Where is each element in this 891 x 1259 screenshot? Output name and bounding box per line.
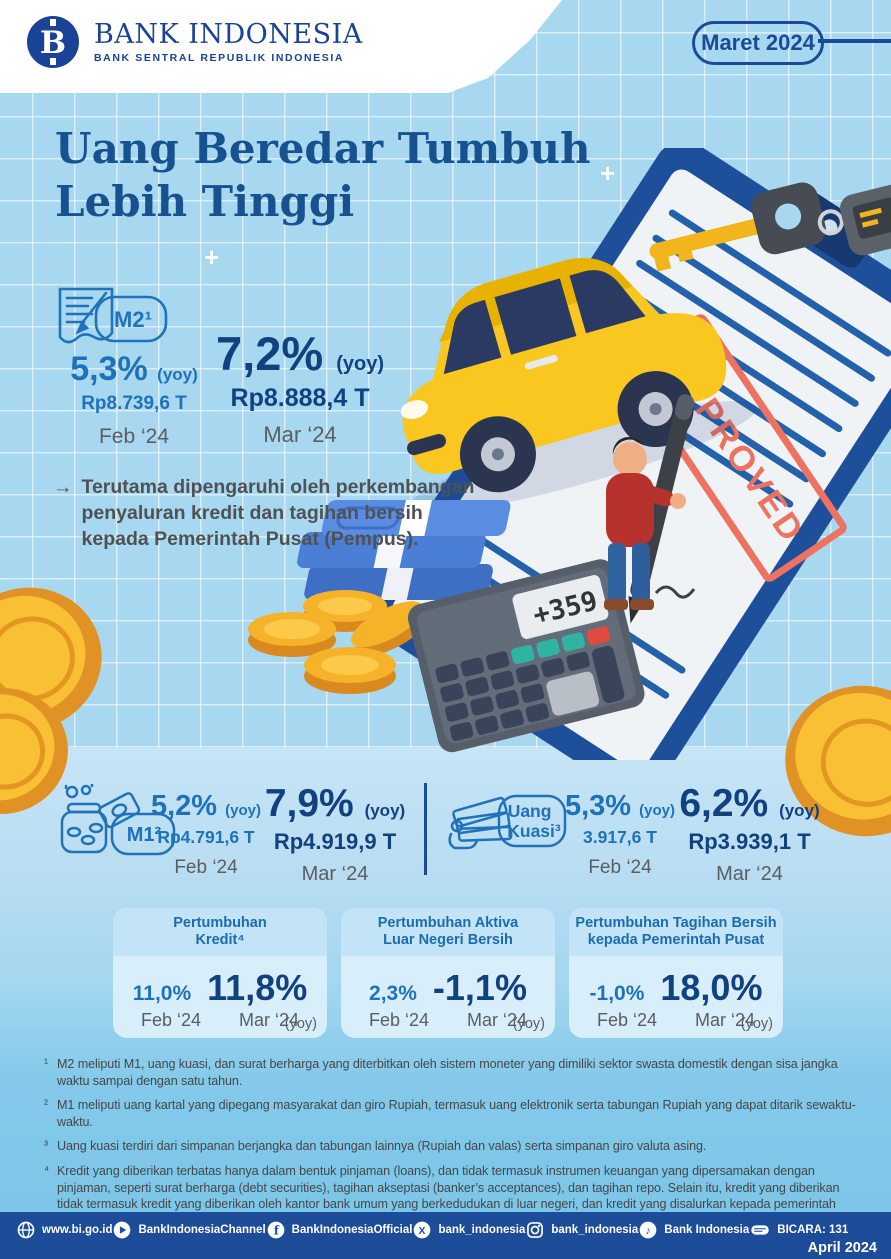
- globe-icon: [17, 1221, 35, 1239]
- uang-kuasi-label: Uang Kuasi³: [507, 801, 561, 841]
- box-feb-period: Feb ‘24: [140, 1010, 201, 1030]
- m1-feb-pct: 5,2% (yoy): [150, 790, 261, 822]
- logo-panel: [0, 0, 562, 93]
- m1-feb-stat: 5,2% (yoy) Rp4.791,6 T Feb ‘24: [146, 792, 266, 879]
- footnotes: ¹ M2 meliputi M1, uang kuasi, dan surat …: [44, 1056, 862, 1237]
- m1-mar-period: Mar ‘24: [301, 863, 369, 885]
- kuasi-mar-stat: 6,2% (yoy) Rp3.939,1 T Mar ‘24: [672, 784, 827, 886]
- box-yoy-label: (yoy): [512, 1016, 545, 1032]
- box-yoy-label: (yoy): [284, 1016, 317, 1032]
- box-feb-period: Feb ‘24: [596, 1010, 657, 1030]
- footer-bar: www.bi.go.id BankIndonesiaChannel f Bank…: [0, 1212, 891, 1259]
- box-feb-value: 11,0%: [132, 982, 192, 1005]
- box-title: Pertumbuhan Tagihan Bersih kepada Pemeri…: [569, 908, 783, 956]
- kuasi-feb-period: Feb ‘24: [588, 857, 652, 878]
- publication-date: April 2024: [807, 1240, 877, 1256]
- box-mar-value: 18,0%: [660, 967, 763, 1008]
- m2-feb-stat: 5,3% (yoy) Rp8.739,6 T Feb ‘24: [60, 352, 208, 449]
- section-divider: [424, 783, 427, 875]
- m1-mar-amount: Rp4.919,9 T: [273, 829, 397, 854]
- bank-indonesia-logo: B BANK INDONESIA BANK SENTRAL REPUBLIK I…: [26, 15, 363, 69]
- car-key-icon: [649, 178, 891, 272]
- plus-marker: +: [600, 158, 616, 188]
- svg-text:♪: ♪: [646, 1225, 651, 1237]
- box-mar-value: 11,8%: [207, 967, 308, 1008]
- m2-feb-pct: 5,3% (yoy): [70, 350, 198, 388]
- box-title: Pertumbuhan Kredit⁴: [113, 908, 327, 956]
- key-driver-note: → Terutama dipengaruhi oleh perkembangan…: [53, 474, 474, 552]
- box-yoy-label: (yoy): [740, 1016, 773, 1032]
- youtube-icon: [114, 1221, 131, 1239]
- box-feb-value: 2,3%: [369, 982, 417, 1005]
- m2-feb-period: Feb ‘24: [98, 425, 170, 448]
- m2-label: M2¹: [114, 307, 152, 332]
- bicara-icon: [751, 1225, 770, 1235]
- m1-feb-amount: Rp4.791,6 T: [157, 827, 255, 847]
- m1-feb-period: Feb ‘24: [174, 857, 238, 878]
- m1-mar-stat: 7,9% (yoy) Rp4.919,9 T Mar ‘24: [262, 784, 408, 886]
- box-feb-value: -1,0%: [589, 982, 645, 1005]
- plus-marker: +: [204, 242, 220, 272]
- gold-coins: [248, 590, 428, 694]
- footnote-2: ² M1 meliputi uang kartal yang dipegang …: [44, 1097, 856, 1129]
- footer-website-link[interactable]: www.bi.go.id: [16, 1220, 112, 1240]
- footer-bicara-contact[interactable]: BICARA: 131: [749, 1220, 848, 1240]
- signer-person: [604, 394, 696, 624]
- kuasi-feb-stat: 5,3% (yoy) 3.917,6 T Feb ‘24: [560, 792, 680, 879]
- kuasi-mar-period: Mar ‘24: [716, 863, 783, 885]
- svg-text:X: X: [419, 1226, 426, 1237]
- net-foreign-assets-box: Pertumbuhan Aktiva Luar Negeri Bersih 2,…: [341, 908, 555, 1038]
- bi-logo-icon: B: [27, 16, 79, 68]
- period-badge: Maret 2024: [692, 21, 824, 65]
- calculator-illustration: +359: [407, 559, 645, 753]
- footer-x-link[interactable]: X bank_indonesia: [412, 1220, 525, 1240]
- m1-mar-pct: 7,9% (yoy): [264, 782, 406, 825]
- logo-title: BANK INDONESIA: [94, 18, 363, 50]
- kuasi-feb-amount: 3.917,6 T: [583, 827, 657, 847]
- box-mar-value: -1,1%: [432, 967, 527, 1008]
- m2-icon: M2¹: [58, 287, 168, 344]
- box-title: Pertumbuhan Aktiva Luar Negeri Bersih: [341, 908, 555, 956]
- page-title: Uang Beredar Tumbuh Lebih Tinggi: [55, 124, 591, 227]
- uang-kuasi-icon: Uang Kuasi³: [448, 794, 567, 850]
- loan-approval-illustration: APPROVED: [248, 148, 891, 760]
- svg-text:B: B: [40, 25, 66, 61]
- m2-feb-amount: Rp8.739,6 T: [81, 393, 187, 414]
- m2-mar-stat: 7,2% (yoy) Rp8.888,4 T Mar ‘24: [212, 330, 388, 448]
- badge-line: [818, 39, 891, 43]
- tiktok-icon: ♪: [639, 1221, 657, 1239]
- arrow-icon: →: [53, 476, 73, 498]
- footer-tiktok-link[interactable]: ♪ Bank Indonesia: [638, 1220, 749, 1240]
- footnote-1: ¹ M2 meliputi M1, uang kuasi, dan surat …: [44, 1056, 838, 1088]
- kuasi-mar-amount: Rp3.939,1 T: [688, 829, 811, 854]
- box-mar-period: Mar ‘24: [695, 1010, 756, 1030]
- money-stack: [297, 500, 511, 600]
- m2-mar-period: Mar ‘24: [263, 422, 337, 447]
- m1-icon: M1²: [60, 784, 176, 856]
- box-mar-period: Mar ‘24: [467, 1010, 528, 1030]
- facebook-icon: f: [267, 1221, 284, 1239]
- m1-label: M1²: [127, 824, 162, 846]
- footer-instagram-link[interactable]: bank_indonesia: [525, 1220, 638, 1240]
- credit-growth-box: Pertumbuhan Kredit⁴ 11,0% 11,8% Feb ‘24 …: [113, 908, 327, 1038]
- box-feb-period: Feb ‘24: [368, 1010, 429, 1030]
- logo-subtitle: BANK SENTRAL REPUBLIK INDONESIA: [94, 52, 345, 65]
- kuasi-mar-pct: 6,2% (yoy): [679, 782, 820, 825]
- footer-facebook-link[interactable]: f BankIndonesiaOfficial: [266, 1220, 412, 1240]
- footnote-3: ³ Uang kuasi terdiri dari simpanan berja…: [44, 1138, 707, 1154]
- footer-youtube-link[interactable]: BankIndonesiaChannel: [112, 1220, 266, 1240]
- m2-mar-pct: 7,2% (yoy): [216, 327, 384, 380]
- x-icon: X: [414, 1221, 431, 1239]
- svg-text:f: f: [274, 1224, 280, 1238]
- box-mar-period: Mar ‘24: [239, 1010, 300, 1030]
- instagram-icon: [527, 1222, 544, 1238]
- net-claims-government-box: Pertumbuhan Tagihan Bersih kepada Pemeri…: [569, 908, 783, 1038]
- m2-mar-amount: Rp8.888,4 T: [230, 384, 370, 412]
- kuasi-feb-pct: 5,3% (yoy): [564, 790, 675, 822]
